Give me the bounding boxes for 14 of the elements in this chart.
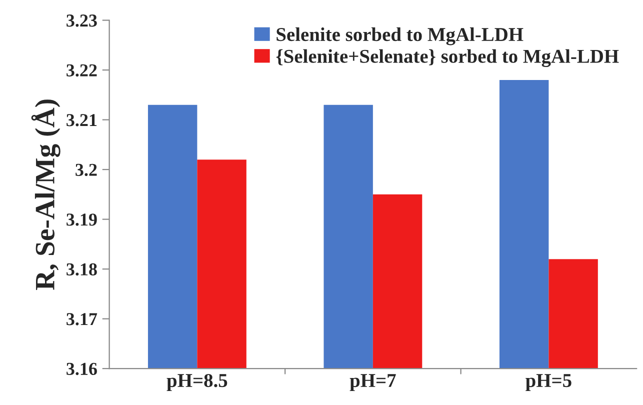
y-tick-label: 3.17 (66, 313, 98, 326)
y-tick-label: 3.19 (66, 214, 97, 226)
x-tick-label: pH=7 (350, 374, 396, 392)
y-tick-label: 3.22 (66, 64, 97, 77)
legend-label: Selenite sorbed to MgAl-LDH (276, 27, 524, 46)
y-axis-title: R, Se-Al/Mg (Å) (31, 100, 60, 290)
y-tick-label: 3.21 (66, 114, 97, 126)
y-tick-label: 3.2 (76, 164, 97, 176)
legend-label: {Selenite+Selenate} sorbed to MgAl-LDH (276, 49, 619, 67)
x-tick-label: pH=8.5 (166, 374, 228, 392)
y-tick-label: 3.16 (66, 362, 97, 376)
y-tick-label: 3.18 (66, 263, 97, 276)
y-tick-label: 3.23 (66, 14, 97, 27)
x-tick-label: pH=5 (526, 374, 572, 392)
